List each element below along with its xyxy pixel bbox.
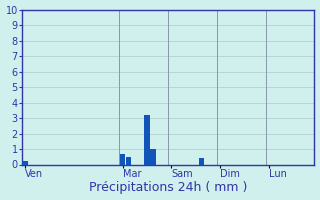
- Bar: [199, 158, 204, 164]
- Bar: [126, 157, 131, 164]
- Bar: [120, 154, 125, 164]
- X-axis label: Précipitations 24h ( mm ): Précipitations 24h ( mm ): [89, 181, 247, 194]
- Bar: [150, 149, 156, 164]
- Bar: [144, 115, 150, 164]
- Bar: [22, 161, 28, 164]
